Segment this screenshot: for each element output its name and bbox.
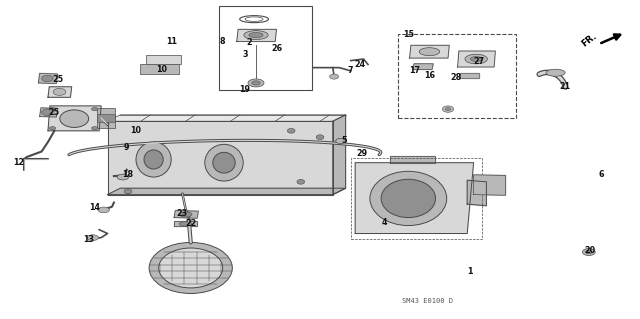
- Ellipse shape: [87, 235, 99, 241]
- Ellipse shape: [98, 207, 109, 213]
- Ellipse shape: [136, 142, 172, 177]
- Text: 27: 27: [473, 57, 484, 66]
- Ellipse shape: [205, 144, 243, 181]
- Text: 5: 5: [342, 137, 347, 145]
- Ellipse shape: [159, 248, 223, 288]
- Ellipse shape: [92, 108, 98, 111]
- Text: 10: 10: [156, 65, 167, 74]
- Text: 7: 7: [348, 66, 353, 75]
- Text: 15: 15: [403, 30, 414, 39]
- Ellipse shape: [49, 127, 56, 130]
- Polygon shape: [38, 73, 58, 84]
- Polygon shape: [413, 64, 433, 70]
- Ellipse shape: [330, 74, 339, 79]
- Text: 29: 29: [356, 149, 367, 158]
- Polygon shape: [48, 106, 101, 131]
- Ellipse shape: [244, 31, 268, 40]
- Text: 6: 6: [599, 170, 604, 179]
- Text: 20: 20: [584, 246, 596, 255]
- Polygon shape: [355, 163, 474, 234]
- Text: 22: 22: [185, 219, 196, 228]
- Ellipse shape: [546, 69, 565, 76]
- Ellipse shape: [248, 79, 264, 87]
- Polygon shape: [474, 175, 506, 195]
- Polygon shape: [48, 87, 72, 97]
- Polygon shape: [410, 45, 449, 58]
- Text: 8: 8: [220, 37, 225, 46]
- Ellipse shape: [249, 33, 263, 38]
- Text: 16: 16: [424, 71, 436, 80]
- Ellipse shape: [53, 88, 66, 95]
- Text: 2: 2: [247, 38, 252, 47]
- Ellipse shape: [179, 222, 192, 226]
- Text: 12: 12: [13, 158, 25, 167]
- Bar: [398, 34, 516, 118]
- Polygon shape: [333, 115, 346, 195]
- Bar: [140, 64, 179, 74]
- Polygon shape: [390, 156, 435, 163]
- Ellipse shape: [149, 242, 232, 293]
- Text: 13: 13: [83, 235, 94, 244]
- Text: 21: 21: [559, 82, 570, 91]
- Ellipse shape: [445, 108, 451, 110]
- Polygon shape: [237, 29, 276, 41]
- Polygon shape: [108, 115, 346, 121]
- Bar: [97, 108, 115, 128]
- Polygon shape: [174, 211, 198, 218]
- Text: 9: 9: [124, 143, 129, 152]
- Bar: [146, 55, 181, 64]
- Text: 1: 1: [468, 267, 473, 276]
- Bar: [351, 158, 482, 239]
- Text: 10: 10: [130, 126, 141, 135]
- Bar: [97, 114, 115, 122]
- Ellipse shape: [336, 138, 346, 144]
- Ellipse shape: [144, 150, 163, 169]
- Bar: [219, 6, 312, 90]
- Ellipse shape: [179, 212, 192, 217]
- Ellipse shape: [586, 250, 592, 254]
- Ellipse shape: [117, 174, 129, 180]
- Text: 18: 18: [122, 170, 134, 179]
- Ellipse shape: [287, 129, 295, 133]
- Polygon shape: [174, 221, 197, 226]
- Polygon shape: [458, 51, 495, 67]
- Ellipse shape: [212, 152, 236, 173]
- Ellipse shape: [465, 54, 488, 64]
- Ellipse shape: [419, 48, 440, 56]
- Text: 28: 28: [450, 73, 461, 82]
- Ellipse shape: [49, 108, 56, 111]
- Text: 25: 25: [52, 75, 63, 84]
- Ellipse shape: [252, 81, 260, 85]
- Text: 25: 25: [49, 108, 60, 117]
- Polygon shape: [40, 108, 58, 117]
- Text: SM43 E0100 D: SM43 E0100 D: [402, 299, 453, 304]
- Ellipse shape: [297, 179, 305, 184]
- Polygon shape: [108, 121, 333, 195]
- Text: 19: 19: [239, 85, 250, 94]
- Ellipse shape: [582, 249, 595, 256]
- Ellipse shape: [92, 127, 98, 130]
- Text: 3: 3: [243, 50, 248, 59]
- Text: 4: 4: [381, 218, 387, 227]
- Text: 24: 24: [354, 60, 365, 69]
- Ellipse shape: [442, 106, 454, 112]
- Ellipse shape: [470, 57, 482, 62]
- Ellipse shape: [381, 179, 435, 218]
- Polygon shape: [108, 188, 346, 195]
- Text: 11: 11: [166, 37, 177, 46]
- Text: FR.: FR.: [580, 31, 598, 48]
- Text: 26: 26: [271, 44, 282, 53]
- Text: 23: 23: [177, 209, 188, 218]
- Polygon shape: [460, 73, 479, 78]
- Text: 17: 17: [409, 66, 420, 75]
- Ellipse shape: [124, 189, 132, 194]
- Ellipse shape: [42, 75, 53, 82]
- Ellipse shape: [60, 110, 89, 128]
- Text: 14: 14: [89, 204, 100, 212]
- Ellipse shape: [42, 109, 53, 115]
- Polygon shape: [467, 180, 486, 206]
- Ellipse shape: [316, 135, 324, 140]
- Ellipse shape: [370, 171, 447, 226]
